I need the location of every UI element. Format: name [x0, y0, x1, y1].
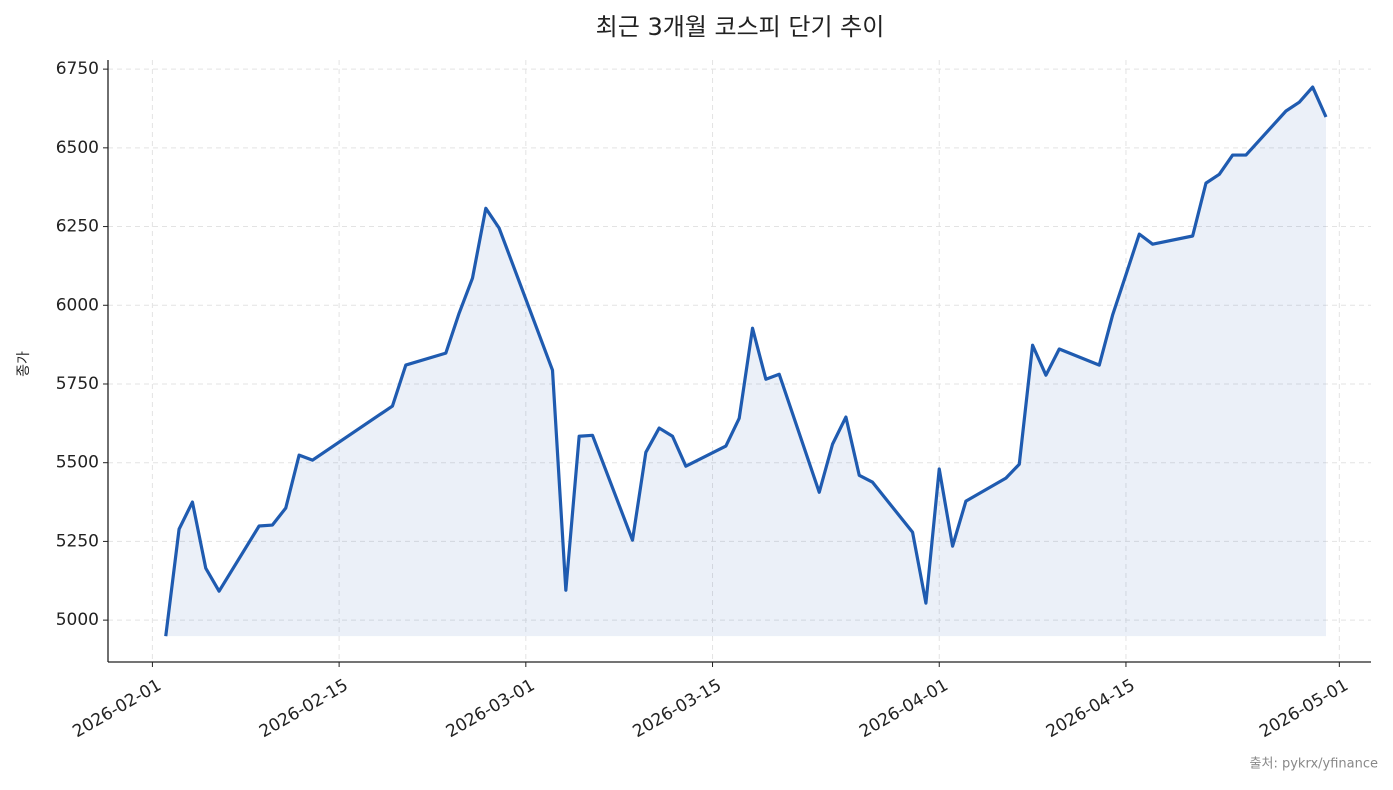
x-tick-label: 2026-02-15 [256, 675, 352, 742]
y-tick-label: 5000 [56, 610, 99, 630]
price-line [164, 85, 1328, 637]
y-tick-label: 6000 [56, 295, 99, 315]
y-tick-label: 6250 [56, 217, 99, 237]
x-tick-label: 2026-03-15 [629, 675, 725, 742]
x-tick-label: 2026-02-01 [69, 675, 165, 742]
source-note: 출처: pykrx/yfinance [1250, 757, 1378, 772]
x-tick-label: 2026-05-01 [1256, 675, 1352, 742]
x-tick-label: 2026-04-15 [1043, 675, 1139, 742]
y-tick-label: 5250 [56, 531, 99, 551]
x-tick-label: 2026-03-01 [443, 675, 539, 742]
y-tick-label: 6750 [56, 59, 99, 79]
y-tick-label: 6500 [56, 138, 99, 158]
chart-title: 최근 3개월 코스피 단기 추이 [596, 13, 885, 41]
y-tick-label: 5500 [56, 453, 99, 473]
x-tick-label: 2026-04-01 [856, 675, 952, 742]
y-tick-label: 5750 [56, 374, 99, 394]
area-fill [165, 87, 1326, 637]
y-axis-label: 종가 [16, 351, 32, 377]
